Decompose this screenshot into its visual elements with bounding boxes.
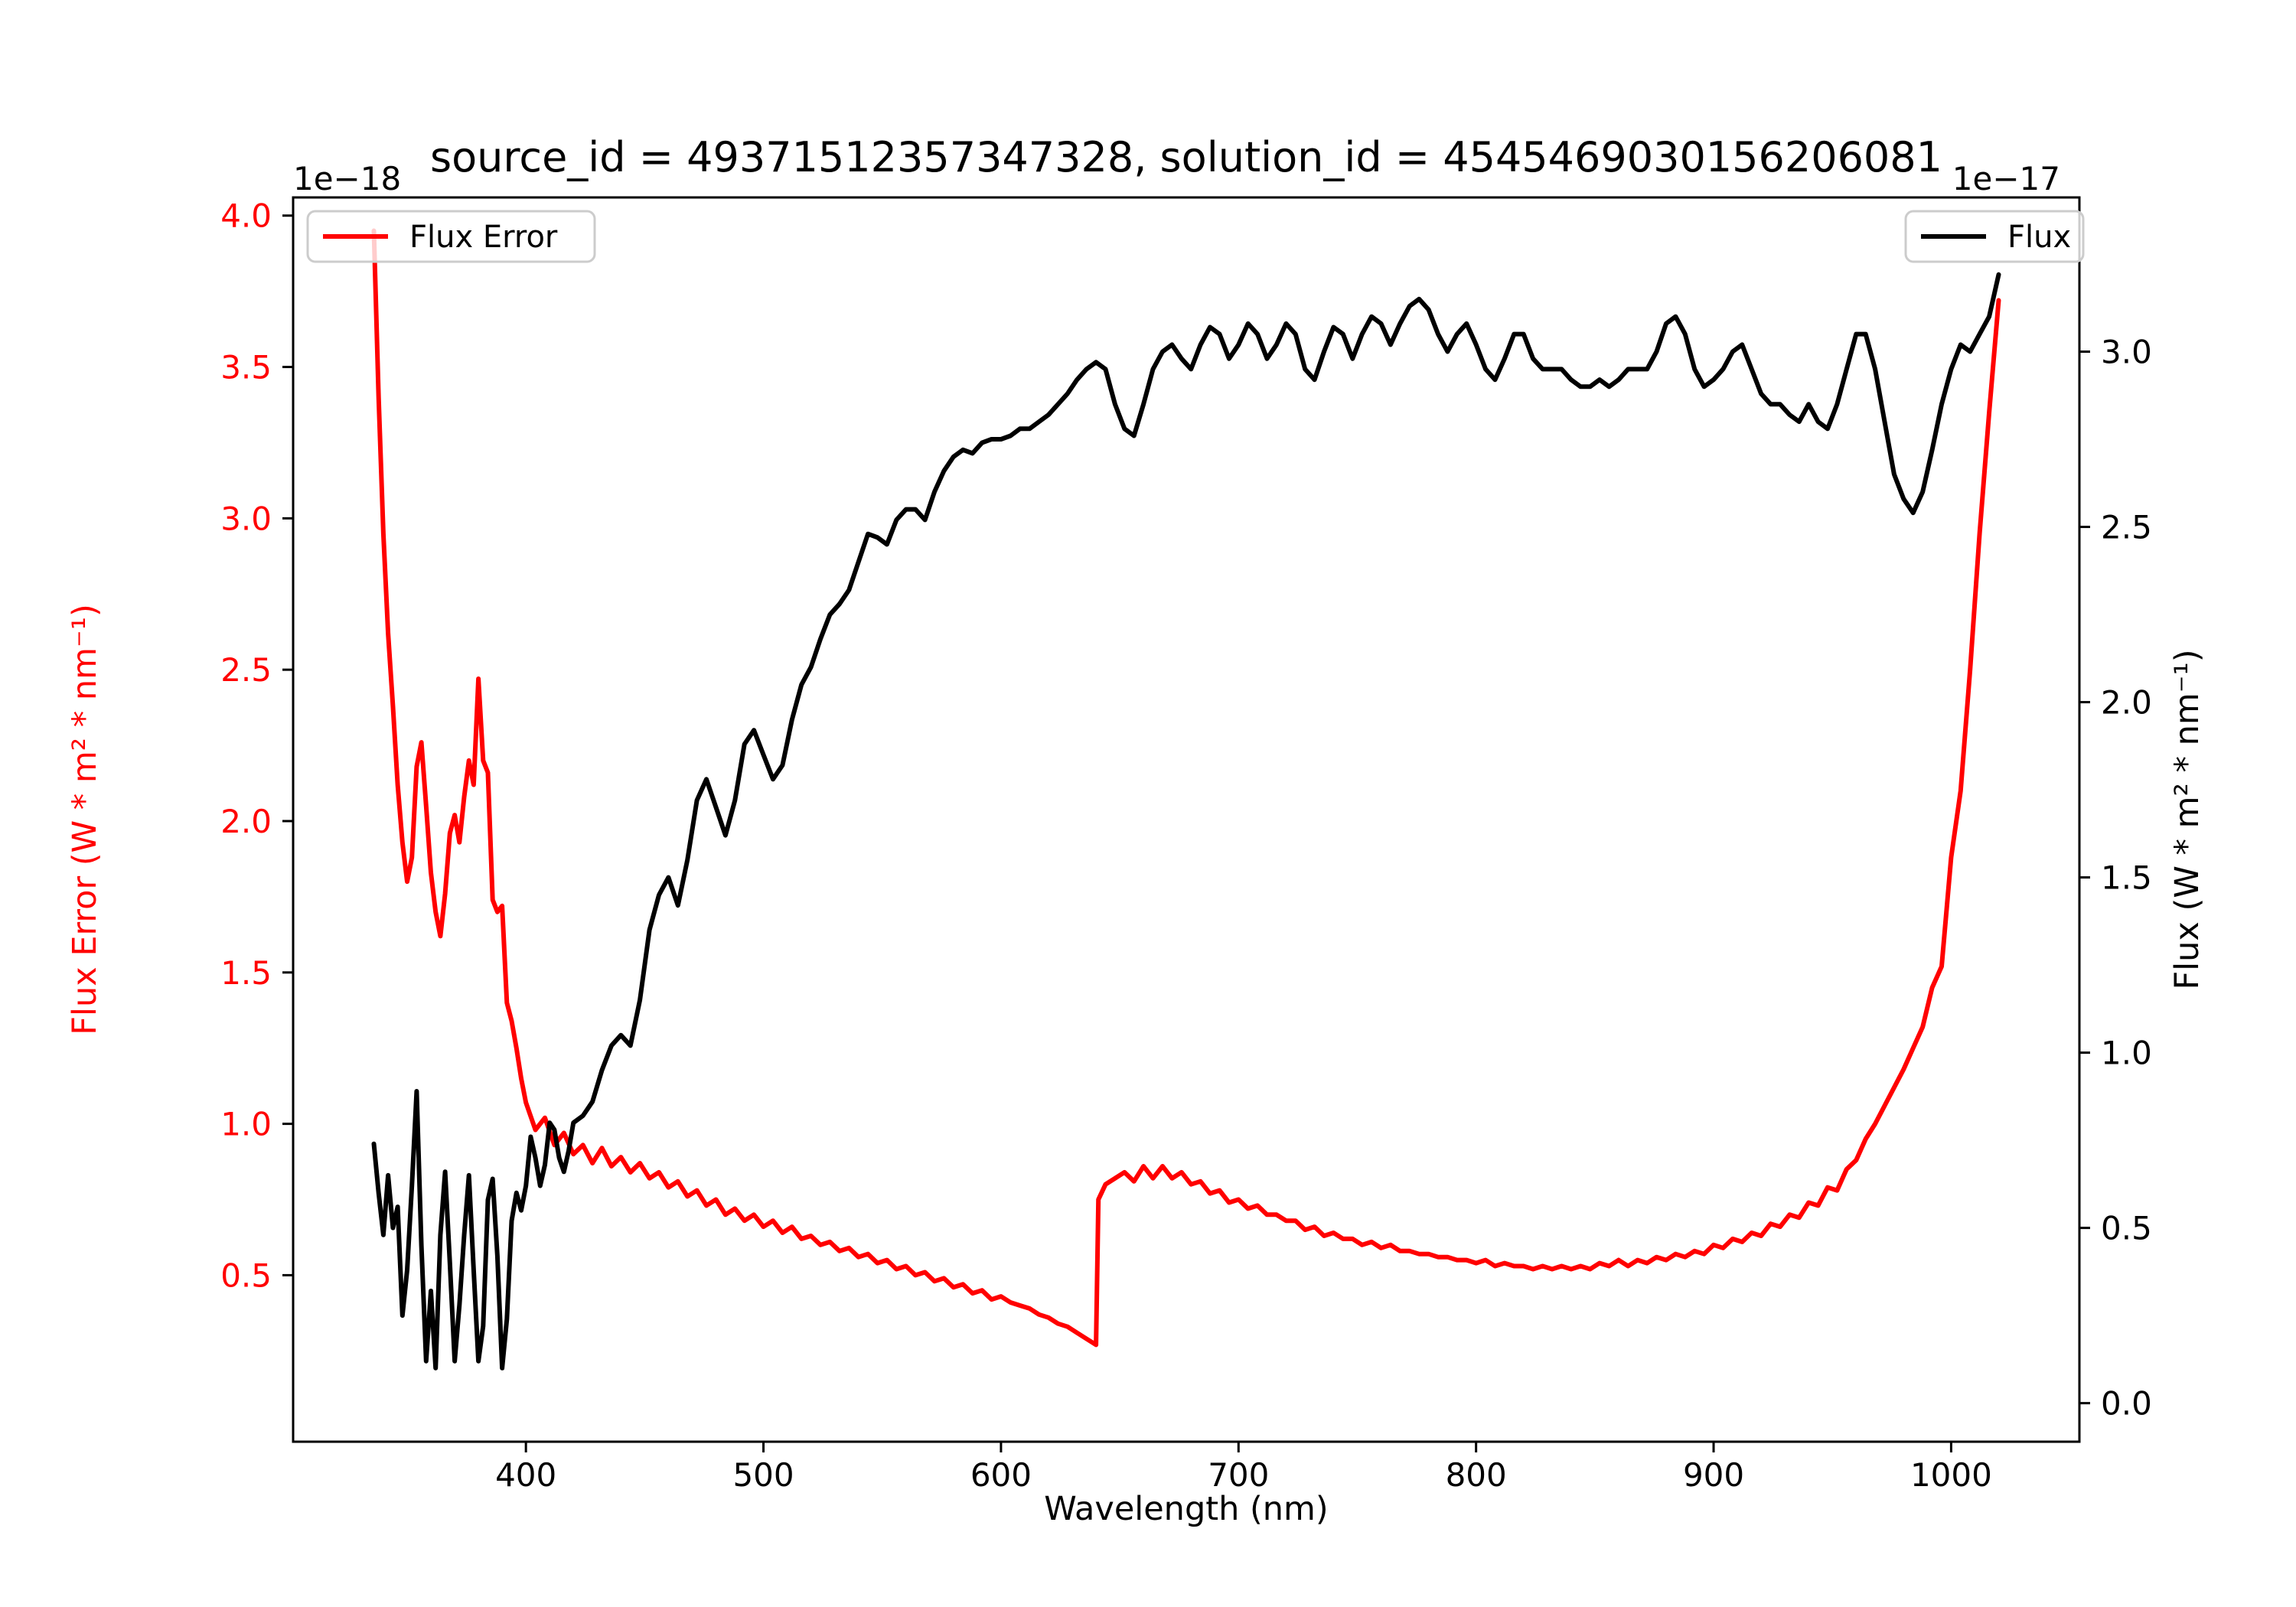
right-axis-offset-text: 1e−17 [1952, 160, 2060, 197]
right-y-axis-ticks: 0.0 0.5 1.0 1.5 2.0 2.5 3.0 [2079, 334, 2152, 1423]
x-axis-label: Wavelength (nm) [1044, 1490, 1328, 1528]
right-y-tick-label: 2.0 [2101, 684, 2152, 722]
right-y-tick-label: 1.5 [2101, 859, 2152, 897]
legend-flux: Flux [1904, 210, 2085, 263]
x-axis-ticks: 400 500 600 700 800 900 1000 [495, 1442, 1992, 1494]
left-y-tick-label: 3.5 [220, 349, 272, 386]
flux-legend-label: Flux [2007, 220, 2071, 255]
right-y-tick-label: 0.0 [2101, 1385, 2152, 1423]
x-tick-label: 400 [495, 1456, 556, 1494]
x-tick-label: 1000 [1910, 1456, 1992, 1494]
x-tick-label: 500 [732, 1456, 794, 1494]
chart-title: source_id = 49371512357347328, solution_… [430, 133, 1942, 181]
x-tick-label: 800 [1446, 1456, 1507, 1494]
left-axis-offset-text: 1e−18 [293, 160, 401, 197]
x-tick-label: 700 [1208, 1456, 1269, 1494]
right-y-tick-label: 2.5 [2101, 509, 2152, 546]
left-y-axis-ticks: 0.5 1.0 1.5 2.0 2.5 3.0 3.5 4.0 [220, 197, 293, 1294]
left-y-tick-label: 1.5 [220, 954, 272, 992]
series-line-flux [371, 272, 2001, 1371]
left-y-tick-label: 2.0 [220, 803, 272, 840]
left-y-tick-label: 2.5 [220, 651, 272, 689]
left-y-tick-label: 1.0 [220, 1106, 272, 1143]
left-y-tick-label: 3.0 [220, 500, 272, 537]
plot-border [292, 196, 2081, 1443]
left-y-axis-label: Flux Error (W * m² * nm⁻¹) [66, 604, 104, 1035]
x-tick-label: 900 [1683, 1456, 1744, 1494]
flux-error-legend-label: Flux Error [409, 220, 558, 255]
left-y-tick-label: 4.0 [220, 197, 272, 235]
x-tick-label: 600 [970, 1456, 1032, 1494]
legend-flux-frame [1904, 210, 2085, 263]
legend-flux-error-frame [306, 210, 596, 263]
right-y-tick-label: 0.5 [2101, 1210, 2152, 1247]
right-y-tick-label: 1.0 [2101, 1035, 2152, 1072]
data-series [371, 228, 2001, 1371]
right-y-tick-label: 3.0 [2101, 334, 2152, 371]
series-line-flux-error [371, 228, 2001, 1348]
left-y-tick-label: 0.5 [220, 1257, 272, 1294]
right-y-axis-label: Flux (W * m² * nm⁻¹) [2168, 650, 2206, 990]
legend-flux-error: Flux Error [306, 210, 596, 263]
